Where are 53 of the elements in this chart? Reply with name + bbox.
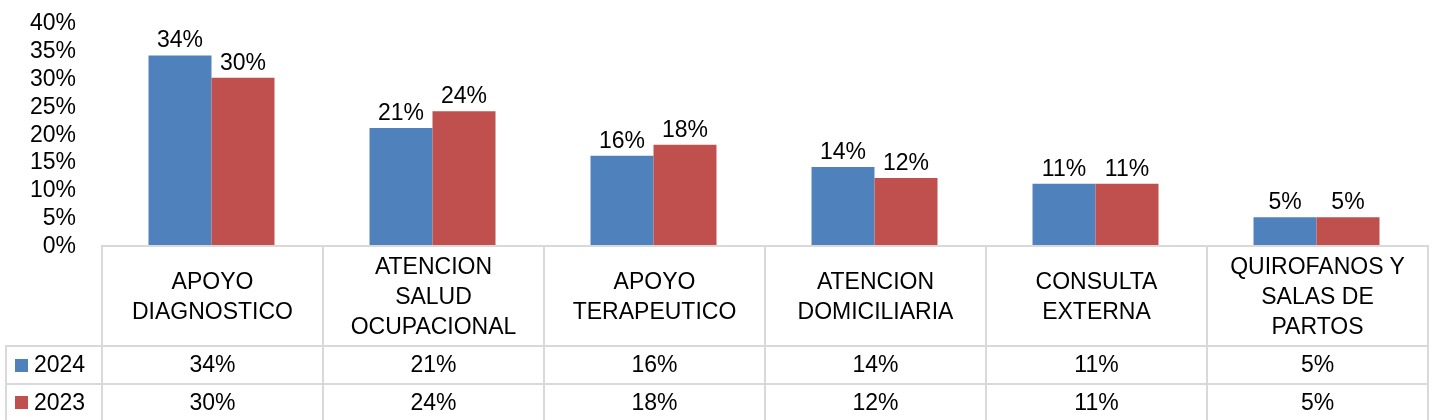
legend-label: 2023	[34, 388, 86, 415]
legend-label: 2024	[34, 351, 86, 378]
y-tick-label: 35%	[29, 36, 76, 63]
y-tick-label: 15%	[29, 148, 76, 175]
y-tick-label: 25%	[29, 92, 76, 119]
x-tick-label: APOYO DIAGNOSTICO	[102, 246, 323, 346]
data-label: 11%	[986, 383, 1207, 420]
data-label: 34%	[102, 346, 323, 384]
bar	[1316, 217, 1380, 245]
text: 12%	[882, 149, 930, 176]
text: 21%	[377, 98, 425, 125]
bar	[211, 77, 275, 245]
bar	[1032, 183, 1096, 245]
text: 16%	[598, 126, 646, 153]
text: 11%	[1104, 154, 1150, 181]
data-label: 16%	[544, 346, 765, 384]
text: 5%	[1331, 188, 1365, 215]
data-label: 14%	[765, 346, 986, 384]
text: 30%	[219, 48, 267, 75]
x-tick-label: CONSULTA EXTERNA	[986, 246, 1207, 346]
y-tick-label: 0%	[42, 232, 76, 259]
data-label: 21%	[323, 346, 544, 384]
x-tick-label: ATENCION SALUD OCUPACIONAL	[323, 246, 544, 346]
bar	[874, 178, 938, 245]
y-tick-label: 20%	[29, 120, 76, 147]
bar	[369, 127, 433, 245]
text: 11%	[1041, 154, 1087, 181]
data-label: 11%	[986, 346, 1207, 384]
x-tick-label: QUIROFANOS Y SALAS DE PARTOS	[1207, 246, 1428, 346]
data-label: 5%	[1207, 383, 1428, 420]
data-label: 30%	[102, 383, 323, 420]
bar	[811, 166, 875, 245]
x-tick-label: ATENCION DOMICILIARIA	[765, 246, 986, 346]
bar	[432, 111, 496, 245]
data-label: 18%	[544, 383, 765, 420]
y-tick-label: 5%	[42, 204, 76, 231]
bar	[653, 144, 717, 245]
data-label: 12%	[765, 383, 986, 420]
text: 18%	[661, 115, 709, 142]
bar	[590, 155, 654, 245]
text: 14%	[819, 137, 867, 164]
y-tick-label: 10%	[29, 176, 76, 203]
y-tick-label: 40%	[29, 9, 76, 36]
text: 34%	[156, 26, 204, 53]
text: 5%	[1268, 188, 1302, 215]
data-label: 24%	[323, 383, 544, 420]
data-label: 5%	[1207, 346, 1428, 384]
bar	[148, 55, 212, 245]
x-tick-label: APOYO TERAPEUTICO	[544, 246, 765, 346]
text: 24%	[440, 82, 488, 109]
bar	[1253, 217, 1317, 245]
y-tick-label: 30%	[29, 64, 76, 91]
bar	[1095, 183, 1159, 245]
